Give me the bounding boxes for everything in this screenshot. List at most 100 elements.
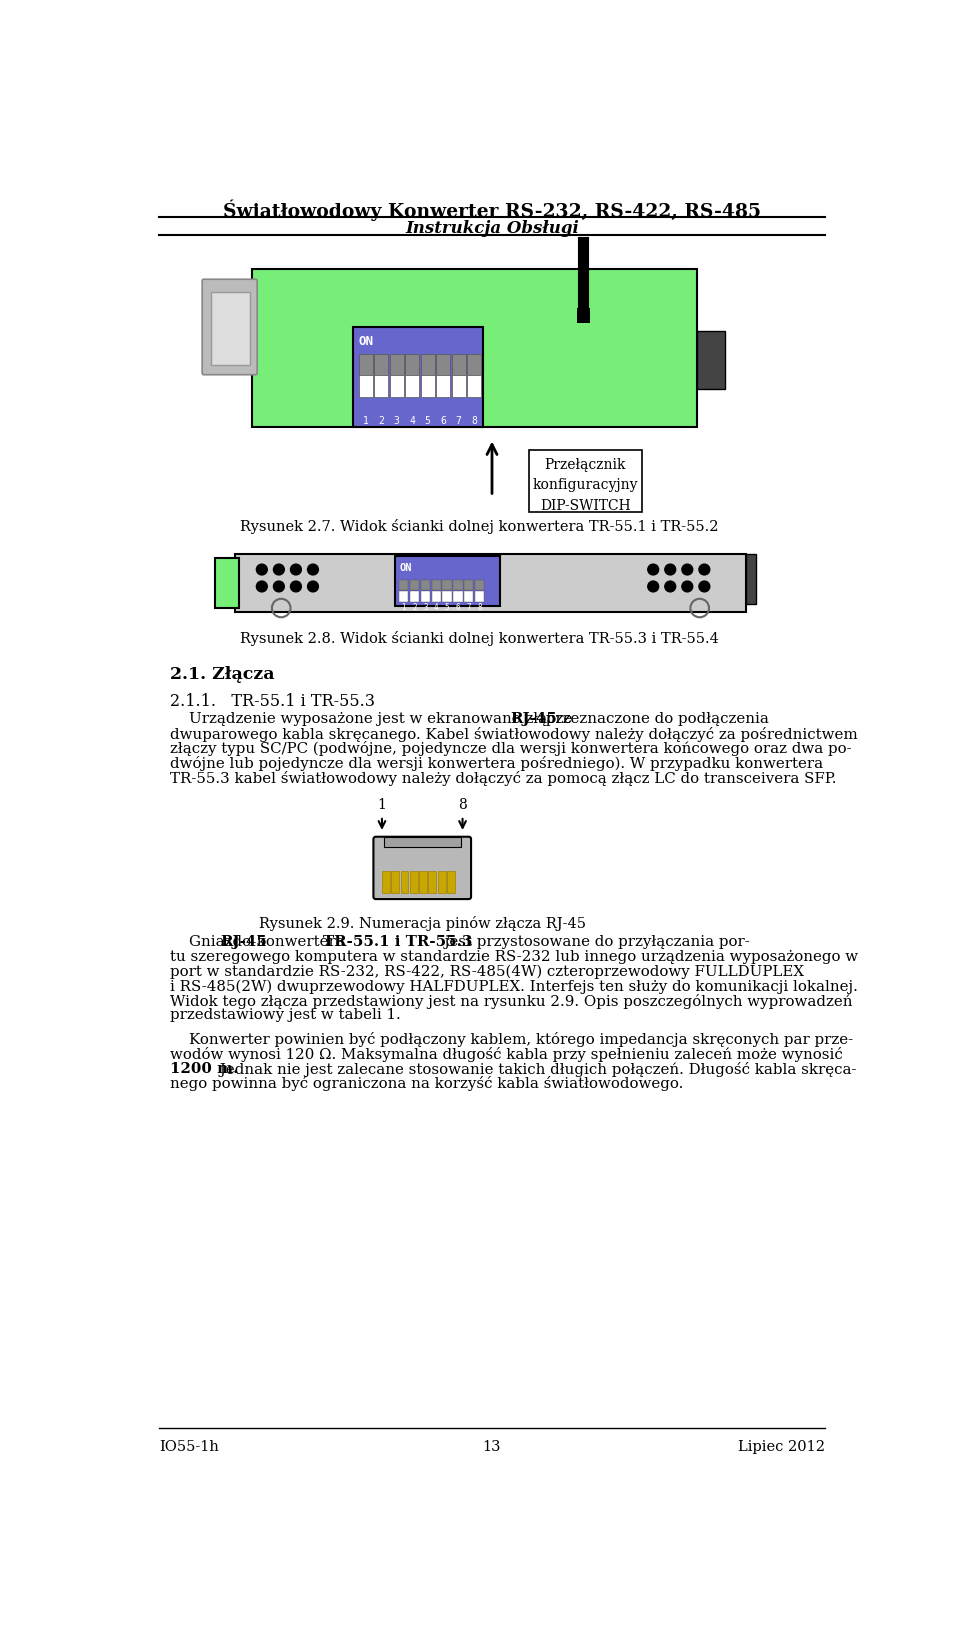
Text: przedstawiowy jest w tabeli 1.: przedstawiowy jest w tabeli 1.	[170, 1008, 401, 1023]
Bar	[452, 355, 466, 376]
Text: 3: 3	[423, 603, 427, 611]
Bar	[453, 580, 463, 590]
Text: Jednak nie jest zalecane stosowanie takich długich połączeń. Długość kabla skręc: Jednak nie jest zalecane stosowanie taki…	[214, 1062, 856, 1077]
Circle shape	[291, 582, 301, 592]
Bar	[452, 376, 466, 397]
Text: Przełącznik
konfiguracyjny
DIP-SWITCH: Przełącznik konfiguracyjny DIP-SWITCH	[533, 458, 638, 513]
Bar	[399, 592, 408, 601]
Circle shape	[307, 582, 319, 592]
Bar	[405, 376, 420, 397]
Bar	[410, 580, 420, 590]
Text: 5: 5	[424, 415, 431, 425]
Bar	[443, 580, 452, 590]
Text: Światłowodowy Konwerter RS-232, RS-422, RS-485: Światłowodowy Konwerter RS-232, RS-422, …	[223, 199, 761, 222]
Bar	[374, 376, 388, 397]
Circle shape	[274, 564, 284, 575]
Text: nego powinna być ograniczona na korzyść kabla światłowodowego.: nego powinna być ograniczona na korzyść …	[170, 1077, 684, 1092]
Text: 1: 1	[377, 797, 386, 812]
FancyBboxPatch shape	[203, 279, 257, 374]
Text: Lipiec 2012: Lipiec 2012	[738, 1440, 826, 1454]
Bar	[392, 871, 399, 892]
Bar	[234, 554, 746, 611]
Bar	[382, 871, 390, 892]
Circle shape	[307, 564, 319, 575]
FancyBboxPatch shape	[373, 837, 471, 899]
Bar	[468, 355, 481, 376]
Text: RJ-45: RJ-45	[510, 712, 557, 725]
Bar	[374, 355, 388, 376]
Text: 1200 m.: 1200 m.	[170, 1062, 239, 1075]
Text: 1: 1	[363, 415, 369, 425]
Bar	[410, 871, 418, 892]
Bar	[443, 592, 452, 601]
Circle shape	[682, 582, 693, 592]
Circle shape	[256, 582, 267, 592]
Text: ON: ON	[399, 562, 412, 572]
Bar	[464, 580, 473, 590]
Bar	[453, 592, 463, 601]
Text: RJ-45: RJ-45	[221, 935, 268, 949]
Text: 4: 4	[434, 603, 439, 611]
Text: 5: 5	[444, 603, 449, 611]
Bar	[405, 355, 420, 376]
Circle shape	[256, 564, 267, 575]
Circle shape	[648, 582, 659, 592]
Text: Rysunek 2.9. Numeracja pinów złącza RJ-45: Rysunek 2.9. Numeracja pinów złącza RJ-4…	[259, 917, 586, 931]
Bar	[436, 376, 450, 397]
Bar	[420, 580, 430, 590]
Bar	[359, 376, 372, 397]
Circle shape	[682, 564, 693, 575]
Bar	[252, 270, 697, 426]
Text: 8: 8	[471, 415, 477, 425]
Bar	[420, 376, 435, 397]
Text: port w standardzie RS-232, RS-422, RS-485(4W) czteroprzewodowy FULLDUPLEX: port w standardzie RS-232, RS-422, RS-48…	[170, 964, 804, 979]
Text: 6: 6	[441, 415, 446, 425]
Text: 1: 1	[401, 603, 406, 611]
Text: ON: ON	[359, 335, 373, 348]
Bar	[399, 580, 408, 590]
Bar	[436, 355, 450, 376]
Bar	[475, 592, 484, 601]
Bar	[211, 292, 251, 366]
Bar	[447, 871, 455, 892]
Text: 2: 2	[412, 603, 417, 611]
Bar	[410, 592, 420, 601]
Bar	[352, 327, 483, 426]
Text: Widok tego złącza przedstawiony jest na rysunku 2.9. Opis poszczególnych wyprowa: Widok tego złącza przedstawiony jest na …	[170, 993, 852, 1008]
Bar	[396, 557, 500, 606]
Text: 6: 6	[456, 603, 460, 611]
Bar	[432, 580, 441, 590]
Bar	[697, 330, 725, 389]
Text: TR-55.1 i TR-55.3: TR-55.1 i TR-55.3	[324, 935, 472, 949]
Text: Rysunek 2.8. Widok ścianki dolnej konwertera TR-55.3 i TR-55.4: Rysunek 2.8. Widok ścianki dolnej konwer…	[240, 631, 719, 645]
Bar	[529, 451, 641, 511]
Bar	[438, 871, 445, 892]
Text: dwójne lub pojedyncze dla wersji konwertera pośredniego). W przypadku konwertera: dwójne lub pojedyncze dla wersji konwert…	[170, 757, 824, 771]
Circle shape	[648, 564, 659, 575]
Bar	[475, 580, 484, 590]
Text: dwuparowego kabla skręcanego. Kabel światłowodowy należy dołączyć za pośrednictw: dwuparowego kabla skręcanego. Kabel świa…	[170, 727, 858, 742]
Text: Gniazdo: Gniazdo	[170, 935, 256, 949]
Text: złączy typu SC/PC (podwójne, pojedyncze dla wersji konwertera końcowego oraz dwa: złączy typu SC/PC (podwójne, pojedyncze …	[170, 742, 852, 757]
Bar	[464, 592, 473, 601]
Bar	[432, 592, 441, 601]
Text: 13: 13	[483, 1440, 501, 1454]
Bar	[468, 376, 481, 397]
Circle shape	[665, 582, 676, 592]
Text: wodów wynosi 120 Ω. Maksymalna długość kabla przy spełnieniu zaleceń może wynosi: wodów wynosi 120 Ω. Maksymalna długość k…	[170, 1047, 843, 1062]
Text: Rysunek 2.7. Widok ścianki dolnej konwertera TR-55.1 i TR-55.2: Rysunek 2.7. Widok ścianki dolnej konwer…	[240, 520, 719, 534]
Circle shape	[665, 564, 676, 575]
Bar	[428, 871, 436, 892]
Bar	[390, 376, 403, 397]
Bar	[420, 592, 430, 601]
Text: jest przystosowane do przyłączania por-: jest przystosowane do przyłączania por-	[440, 935, 750, 949]
Text: Konwerter powinien być podłączony kablem, którego impedancja skręconych par prze: Konwerter powinien być podłączony kablem…	[170, 1033, 853, 1047]
Text: 7: 7	[456, 415, 462, 425]
Bar	[420, 355, 435, 376]
Text: tu szeregowego komputera w standardzie RS-232 lub innego urządzenia wyposażonego: tu szeregowego komputera w standardzie R…	[170, 949, 858, 964]
Bar	[746, 554, 756, 605]
Text: 7: 7	[467, 603, 471, 611]
Text: 2.1. Złącza: 2.1. Złącza	[170, 665, 275, 683]
Text: Urządzenie wyposażone jest w ekranowane złącze: Urządzenie wyposażone jest w ekranowane …	[170, 712, 577, 725]
Text: 4: 4	[409, 415, 415, 425]
